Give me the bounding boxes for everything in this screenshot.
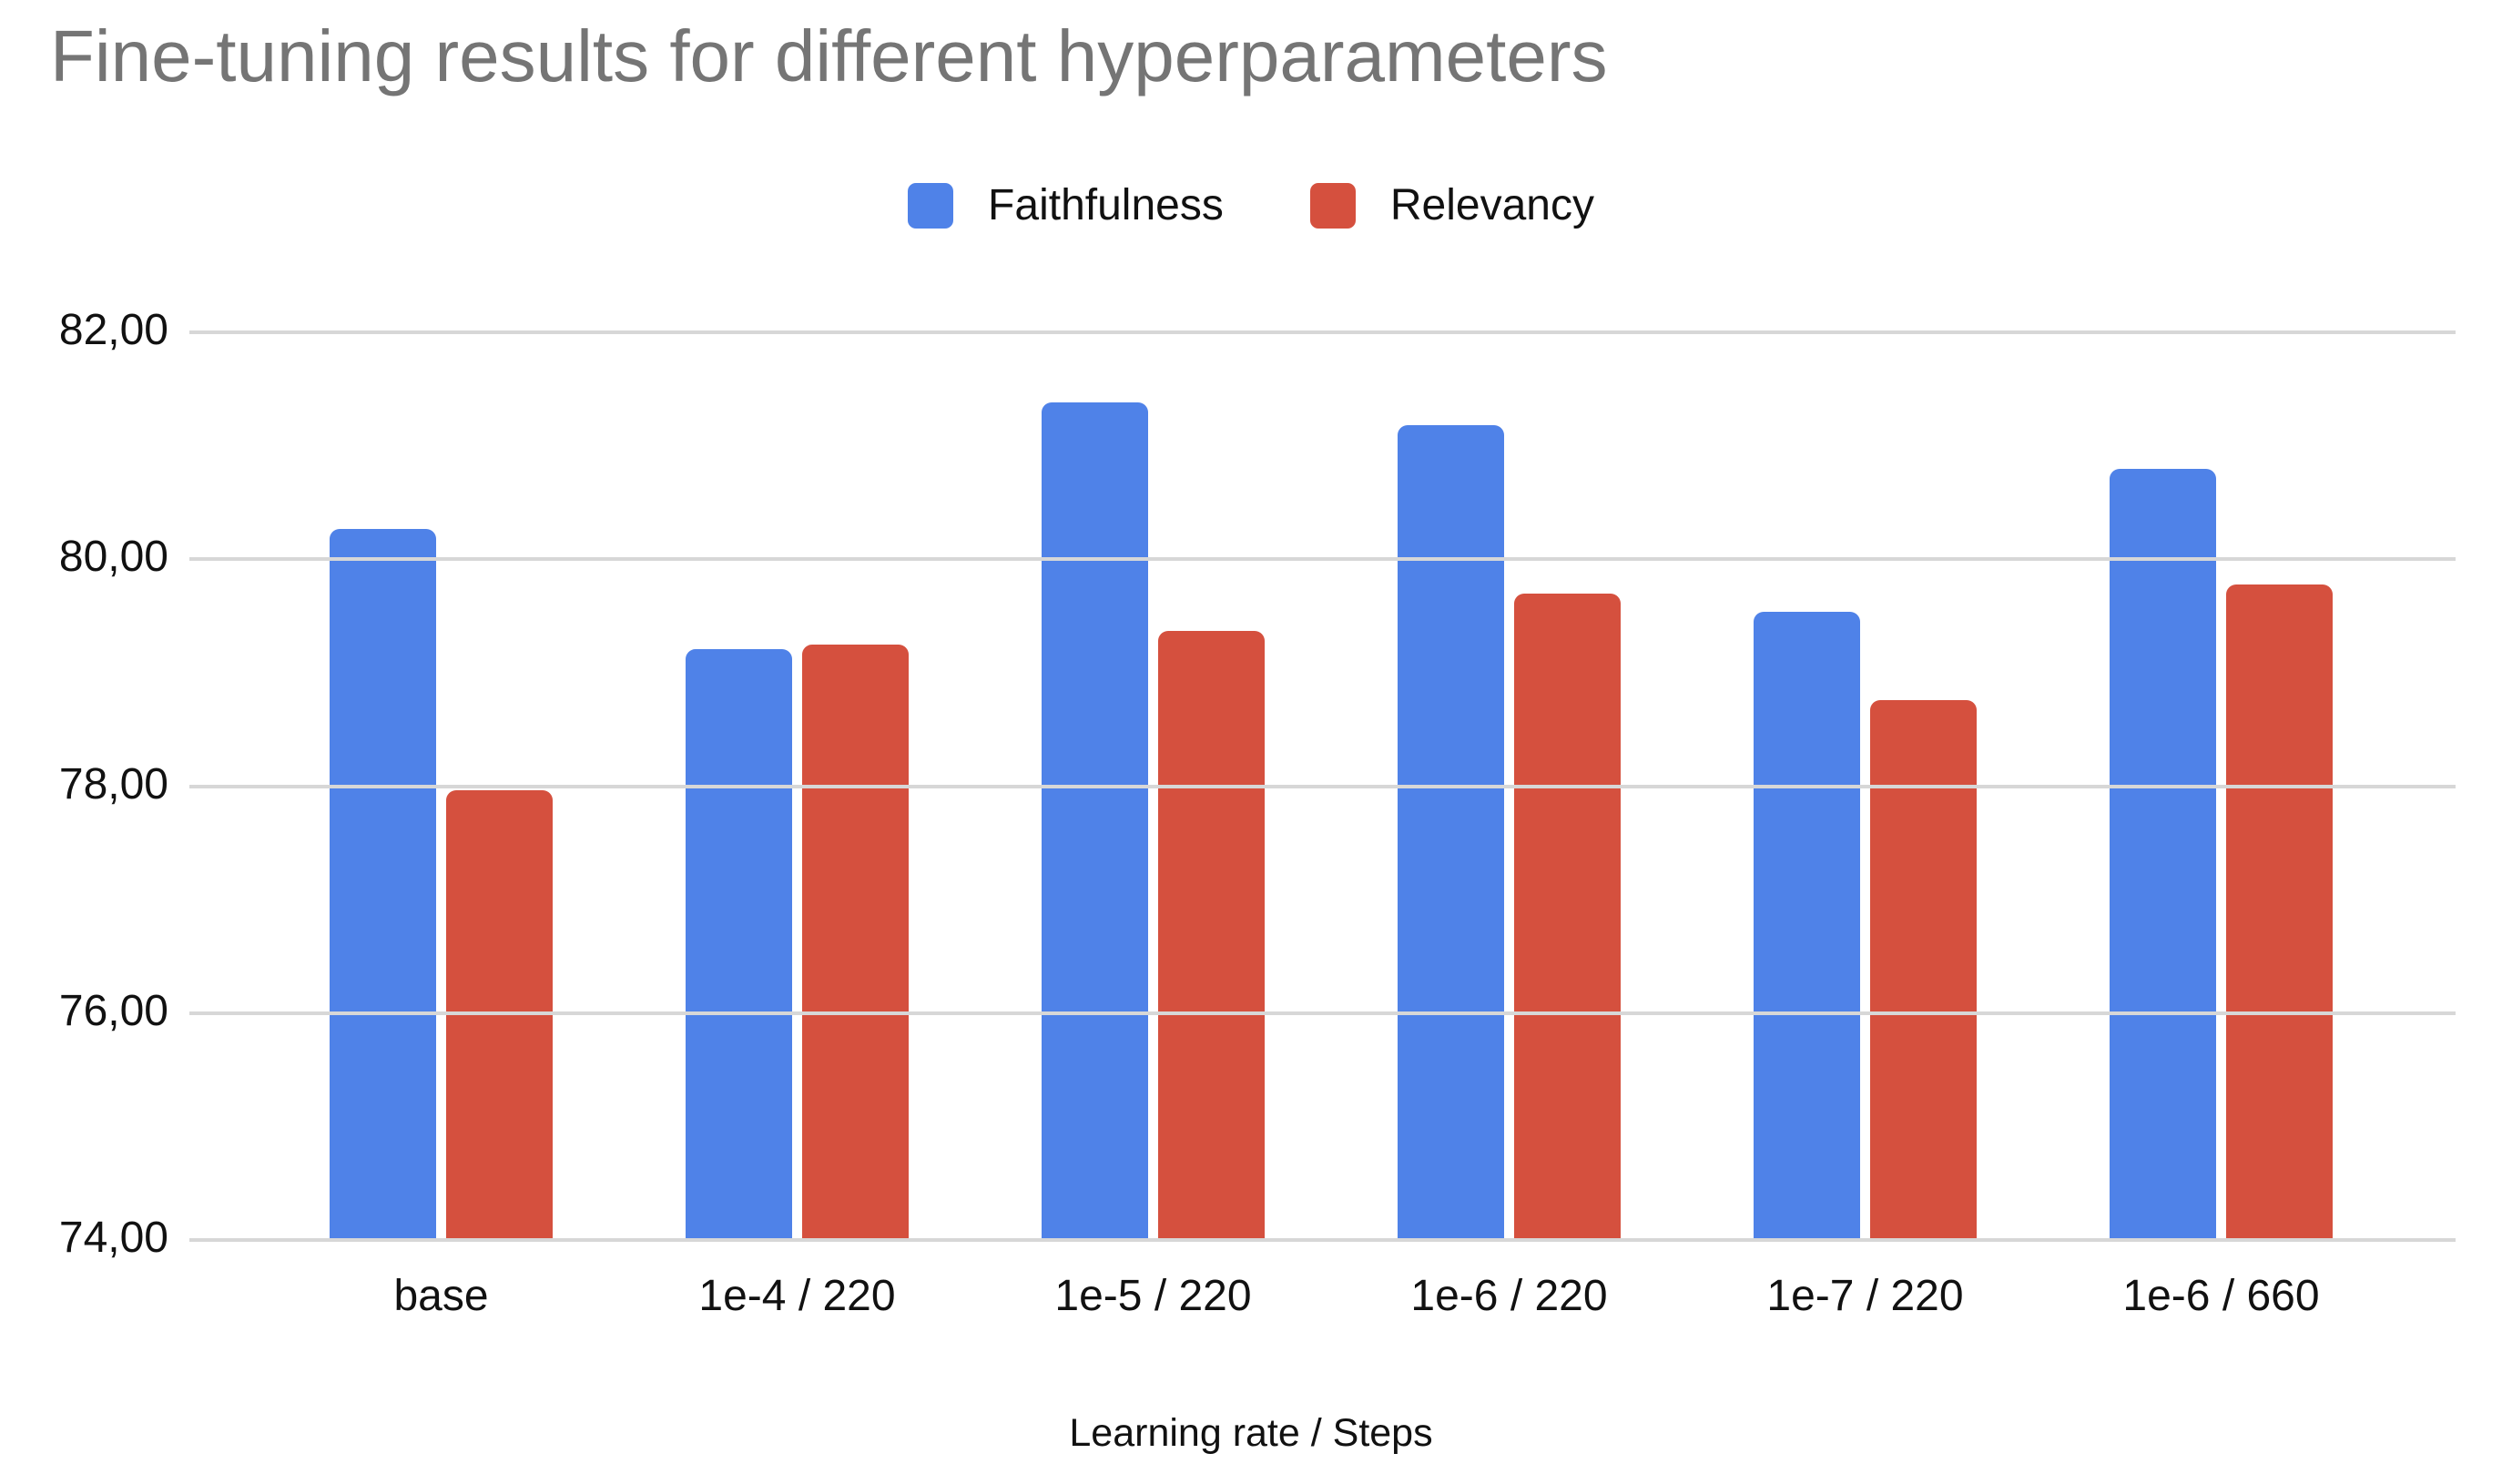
legend-label-faithfulness: Faithfulness <box>988 181 1224 229</box>
x-tick-label: 1e-7 / 220 <box>1766 1272 1964 1320</box>
legend-swatch-faithfulness <box>908 182 954 229</box>
bar-relevancy-2 <box>1158 630 1265 1240</box>
bar-faithfulness-3 <box>1398 425 1504 1240</box>
x-tick-label: 1e-5 / 220 <box>1054 1272 1252 1320</box>
x-tick-label: base <box>393 1272 489 1320</box>
gridline-74 <box>189 1238 2456 1242</box>
x-tick-label: 1e-6 / 220 <box>1410 1272 1608 1320</box>
y-tick-label: 78,00 <box>58 759 168 808</box>
legend-item-relevancy: Relevancy <box>1309 180 1594 230</box>
x-tick-label: 1e-4 / 220 <box>698 1272 896 1320</box>
x-tick-label: 1e-6 / 660 <box>2122 1272 2320 1320</box>
y-tick-label: 80,00 <box>58 533 168 582</box>
y-tick-label: 76,00 <box>58 986 168 1035</box>
gridline-80 <box>189 557 2456 562</box>
bar-faithfulness-0 <box>330 528 436 1240</box>
legend-label-relevancy: Relevancy <box>1389 181 1594 229</box>
y-tick-label: 74,00 <box>58 1214 168 1262</box>
gridline-76 <box>189 1011 2456 1015</box>
y-tick-label: 82,00 <box>58 306 168 354</box>
bar-faithfulness-5 <box>2110 468 2216 1240</box>
legend-item-faithfulness: Faithfulness <box>908 180 1224 230</box>
chart-title: Fine-tuning results for different hyperp… <box>50 15 1608 97</box>
bar-faithfulness-2 <box>1042 402 1148 1240</box>
bar-faithfulness-1 <box>686 648 792 1240</box>
bar-relevancy-1 <box>802 644 909 1240</box>
legend-swatch-relevancy <box>1309 182 1356 229</box>
x-axis-title: Learning rate / Steps <box>1069 1411 1433 1455</box>
bar-relevancy-4 <box>1870 699 1977 1240</box>
chart-legend: Faithfulness Relevancy <box>0 180 2502 230</box>
bar-relevancy-3 <box>1514 593 1621 1240</box>
bar-relevancy-5 <box>2226 584 2333 1240</box>
gridline-82 <box>189 330 2456 334</box>
gridline-78 <box>189 784 2456 788</box>
bar-faithfulness-4 <box>1754 611 1860 1240</box>
bar-relevancy-0 <box>446 790 553 1240</box>
